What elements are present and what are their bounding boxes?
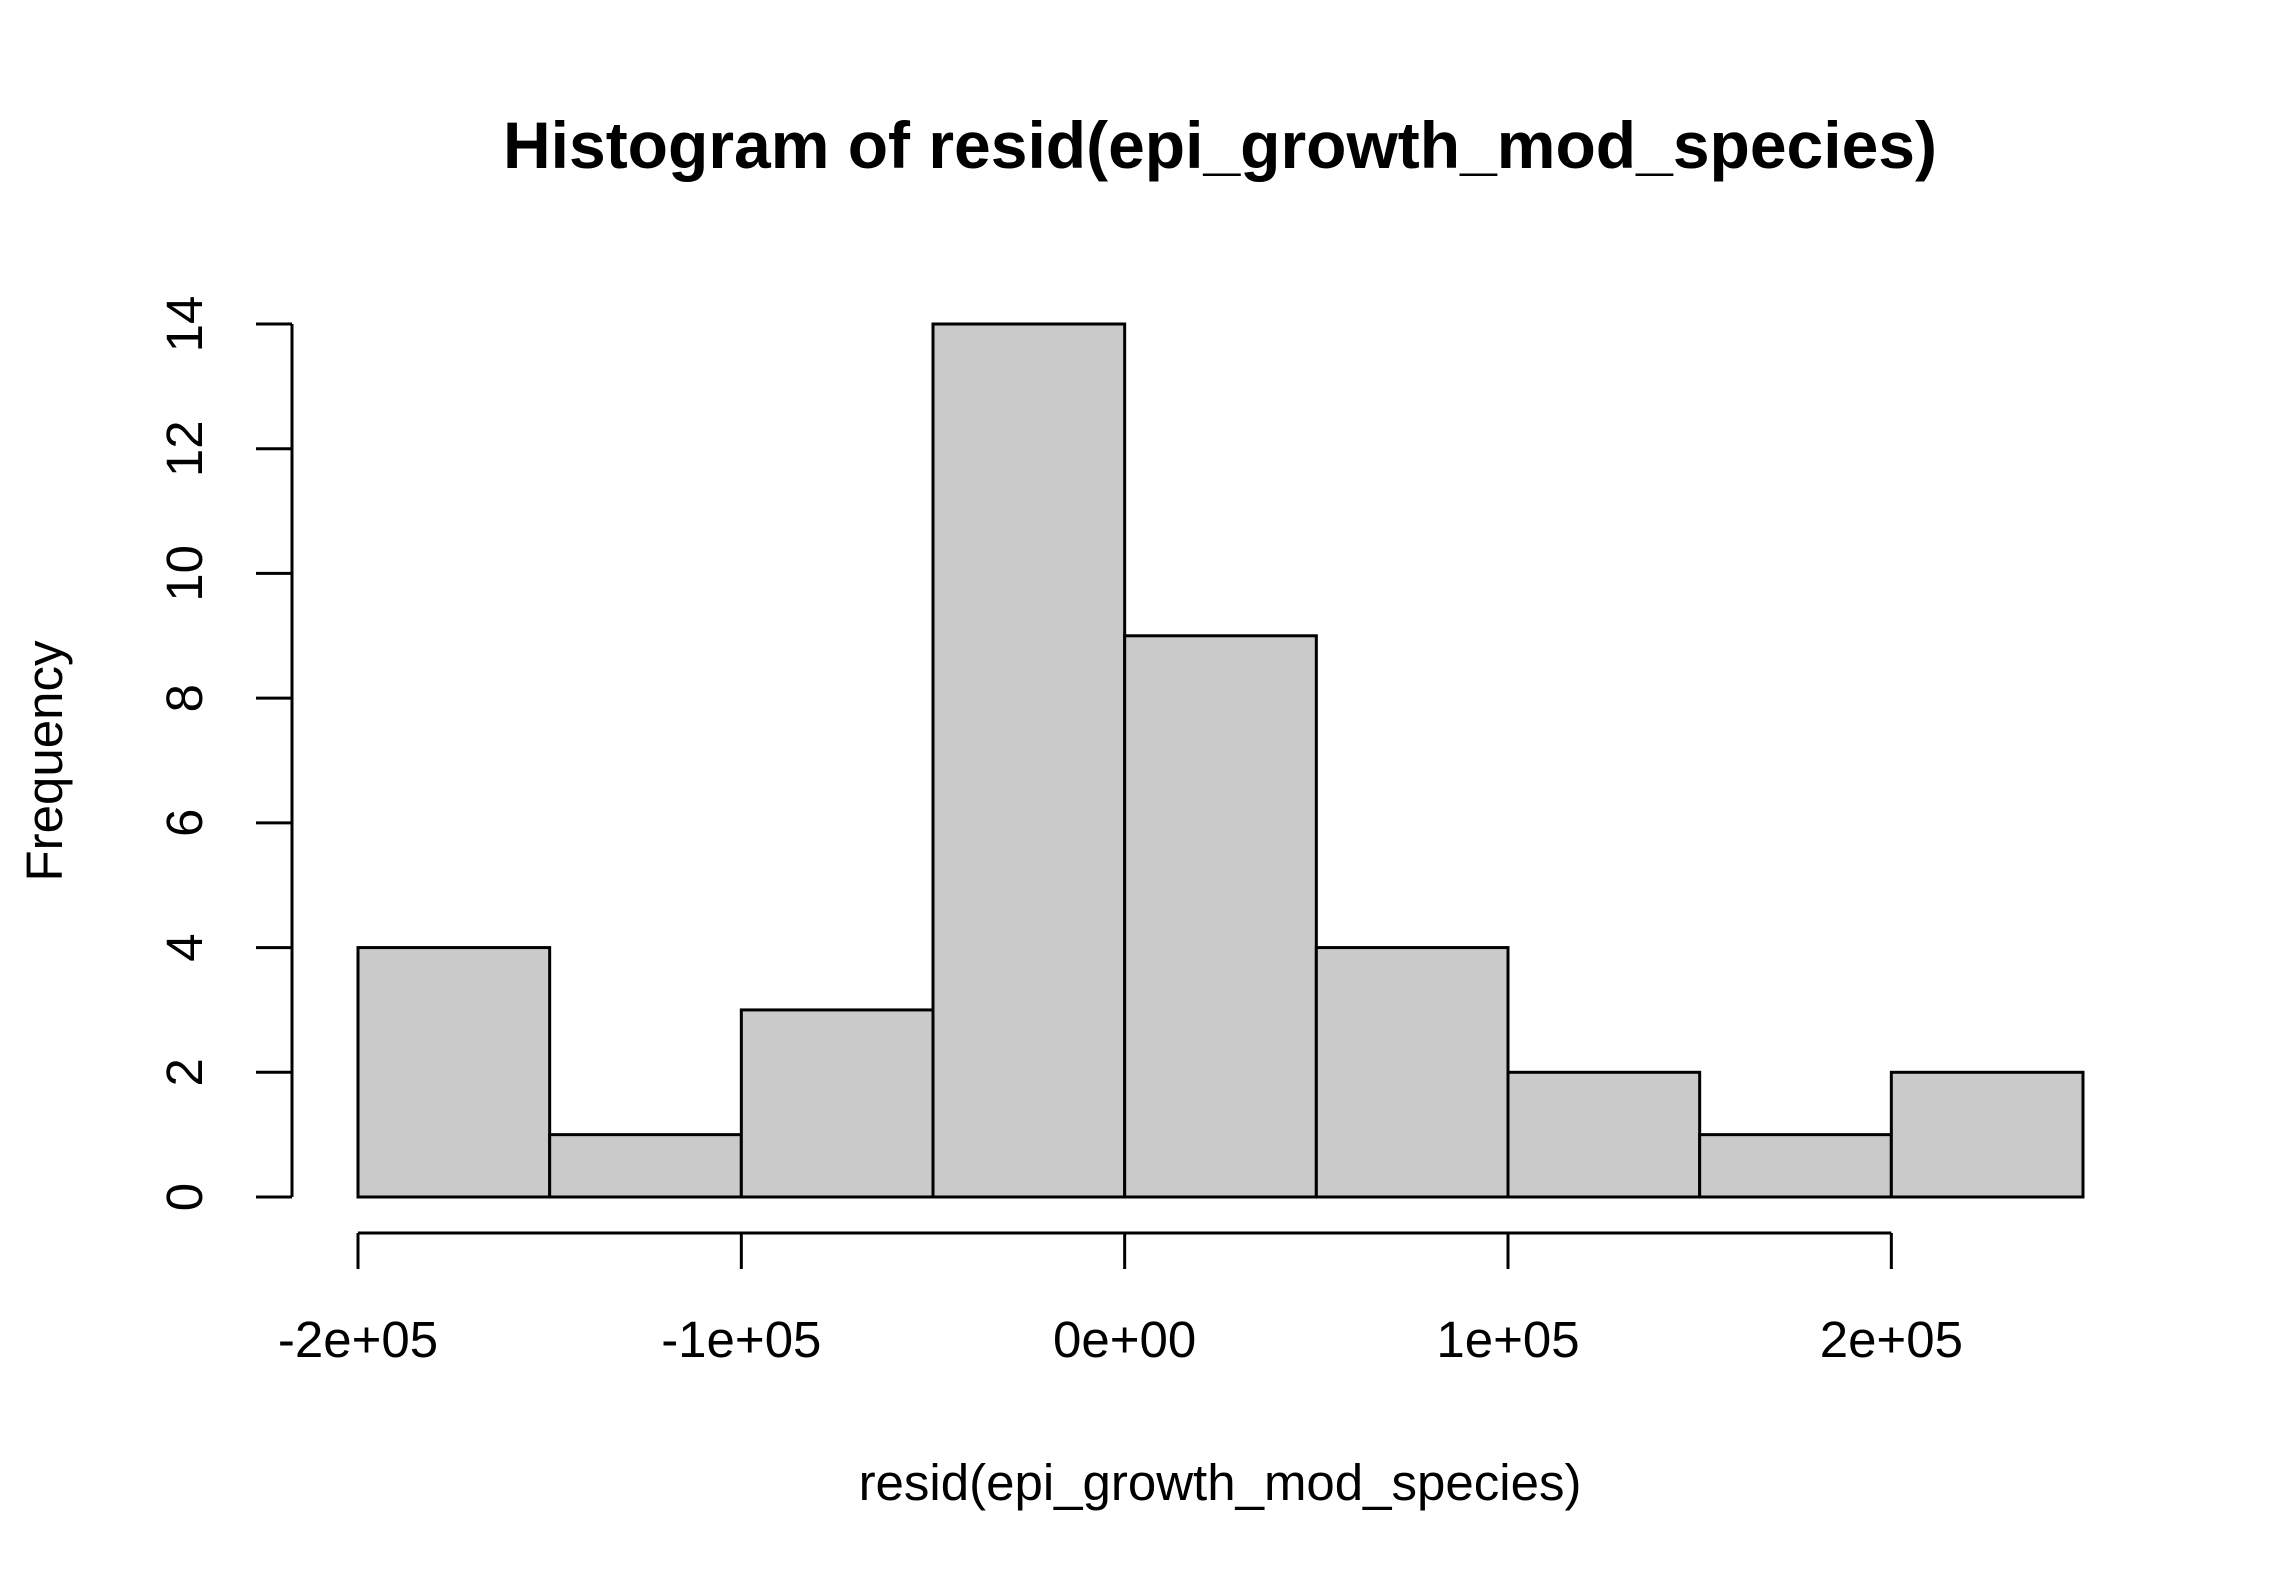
y-axis: 0 2 4 6 8 10 12 14 — [156, 296, 294, 1211]
y-tick-label: 14 — [156, 296, 213, 353]
x-axis: -2e+05 -1e+05 0e+00 1e+05 2e+05 — [278, 1231, 1963, 1368]
histogram-bar-8 — [1889, 1070, 2085, 1199]
histogram-bar-1 — [548, 1133, 743, 1199]
y-tick-label: 6 — [156, 809, 213, 837]
histogram-bar-4 — [1123, 634, 1318, 1199]
y-tick-label: 2 — [156, 1058, 213, 1086]
histogram-bar-0 — [356, 946, 552, 1199]
x-tick-label: 2e+05 — [1820, 1311, 1963, 1368]
histogram-bar-7 — [1698, 1133, 1893, 1199]
histogram-bar-3 — [931, 322, 1127, 1199]
x-tick-label: 0e+00 — [1053, 1311, 1196, 1368]
histogram-bar-5 — [1314, 946, 1510, 1199]
y-tick-label: 0 — [156, 1183, 213, 1211]
x-tick-label: -2e+05 — [278, 1311, 438, 1368]
y-tick-label: 10 — [156, 545, 213, 602]
x-tick-label: -1e+05 — [661, 1311, 821, 1368]
histogram-bar-2 — [739, 1008, 935, 1199]
y-tick-label: 12 — [156, 420, 213, 477]
x-tick-label: 1e+05 — [1436, 1311, 1579, 1368]
histogram-bar-6 — [1506, 1070, 1702, 1199]
y-tick-label: 8 — [156, 684, 213, 712]
y-tick-label: 4 — [156, 933, 213, 961]
x-axis-label: resid(epi_growth_mod_species) — [859, 1454, 1582, 1511]
y-axis-label: Frequency — [16, 640, 73, 881]
bars-group — [356, 322, 2085, 1199]
chart-title: Histogram of resid(epi_growth_mod_specie… — [503, 108, 1937, 182]
